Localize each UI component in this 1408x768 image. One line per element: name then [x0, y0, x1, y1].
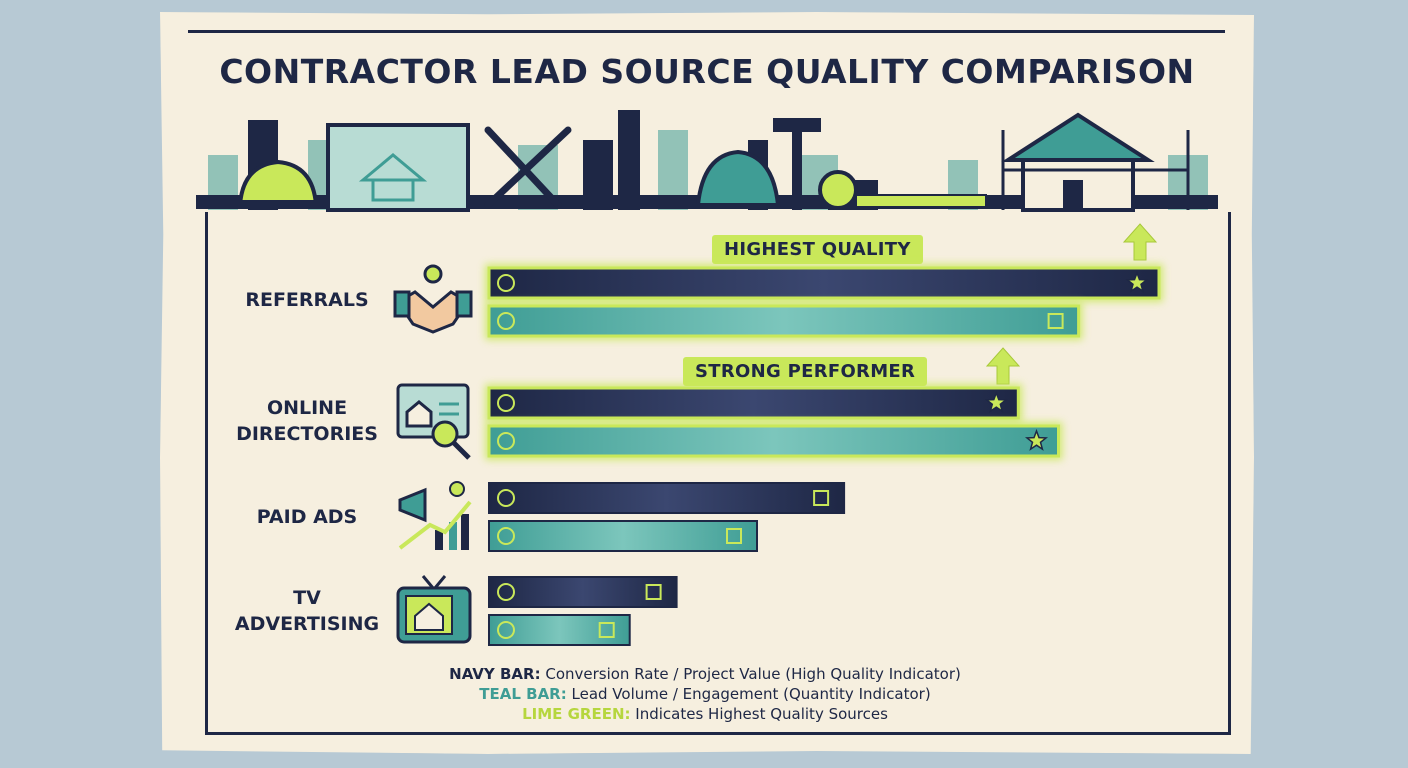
category-label-referrals: REFERRALS — [245, 289, 369, 311]
category-label-tv-advertising: TV ADVERTISING — [212, 585, 402, 637]
megaphone-growth-icon — [398, 481, 472, 550]
blueprint-icon — [326, 123, 470, 212]
house-scaffold-icon — [1001, 112, 1190, 212]
legend-text-navy: Conversion Rate / Project Value (High Qu… — [540, 665, 961, 683]
chart-frame — [205, 212, 1231, 735]
page-title: CONTRACTOR LEAD SOURCE QUALITY COMPARISO… — [219, 52, 1195, 91]
legend-text-lime: Indicates Highest Quality Sources — [630, 705, 888, 723]
hammer-icon — [695, 118, 821, 210]
category-label-directories: DIRECTORIES — [236, 423, 378, 445]
category-label-advertising: ADVERTISING — [234, 613, 380, 635]
hard-hat-icon — [233, 159, 323, 208]
wrench-hammer-icon — [484, 126, 572, 209]
legend-item-navy: NAVY BAR: Conversion Rate / Project Valu… — [380, 664, 1030, 684]
category-label-online-directories: ONLINE DIRECTORIES — [212, 395, 402, 447]
arrow-up-icon — [1122, 223, 1158, 261]
legend-item-lime: LIME GREEN: Indicates Highest Quality So… — [380, 704, 1030, 724]
legend-key-teal: TEAL BAR: — [479, 685, 567, 703]
legend-item-teal: TEAL BAR: Lead Volume / Engagement (Quan… — [380, 684, 1030, 704]
highest-quality-badge: HIGHEST QUALITY — [712, 235, 923, 264]
title-rule — [188, 30, 1225, 33]
handshake-icon — [393, 264, 473, 334]
legend: NAVY BAR: Conversion Rate / Project Valu… — [380, 664, 1030, 724]
category-label-tv: TV — [293, 587, 321, 609]
construction-skyline-illustration — [196, 110, 1218, 212]
strong-performer-badge: STRONG PERFORMER — [683, 357, 928, 386]
legend-text-teal: Lead Volume / Engagement (Quantity Indic… — [566, 685, 931, 703]
tv-house-icon — [396, 575, 472, 644]
legend-key-lime: LIME GREEN: — [522, 705, 631, 723]
arrow-up-icon — [985, 347, 1021, 385]
tape-measure-icon — [818, 170, 987, 210]
directory-screen-icon — [396, 383, 471, 460]
category-label-online: ONLINE — [266, 397, 348, 419]
legend-key-navy: NAVY BAR: — [449, 665, 541, 683]
category-label-paid-ads: PAID ADS — [256, 506, 358, 528]
